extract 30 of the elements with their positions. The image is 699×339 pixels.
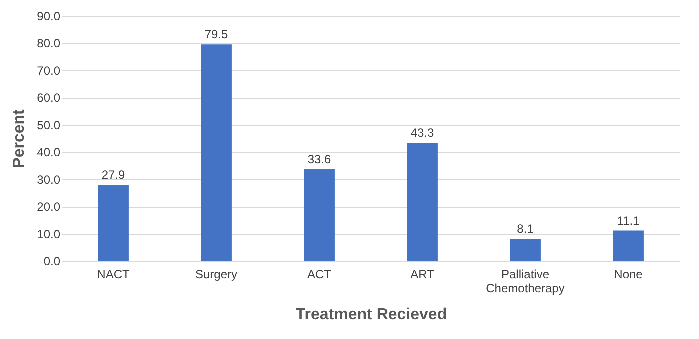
data-label: 79.5: [204, 28, 228, 42]
x-axis-title: Treatment Recieved: [296, 306, 448, 324]
x-tick-label: ACT: [308, 268, 332, 282]
x-tick-label: Surgery: [195, 268, 238, 282]
y-axis-title: Percent: [11, 108, 28, 168]
data-label: 33.6: [308, 152, 332, 167]
y-tick-label: 20.0: [37, 200, 61, 214]
y-tick-label: 30.0: [37, 172, 61, 187]
x-tick-label: Palliative Chemotherapy: [486, 268, 565, 296]
y-tick-label: 60.0: [37, 91, 61, 106]
x-tick-label: ART: [410, 268, 436, 282]
x-tick-label: NACT: [97, 268, 130, 282]
y-tick-label: 0.0: [44, 254, 61, 268]
bar: [613, 230, 644, 261]
data-label: 11.1: [617, 214, 640, 228]
data-label: 27.9: [102, 168, 126, 182]
y-tick-label: 90.0: [37, 10, 61, 24]
data-label: 8.1: [517, 222, 534, 236]
data-label: 43.3: [410, 126, 434, 140]
bar: [201, 44, 232, 261]
bar: [510, 238, 541, 261]
y-tick-label: 50.0: [37, 118, 61, 132]
y-tick-label: 80.0: [37, 36, 61, 51]
x-tick-label: None: [614, 268, 644, 282]
bar: [304, 170, 335, 261]
y-tick-label: 40.0: [37, 146, 61, 160]
y-tick-label: 70.0: [37, 64, 61, 78]
y-tick-label: 10.0: [37, 227, 61, 242]
bar: [98, 185, 129, 261]
bar: [407, 143, 438, 261]
